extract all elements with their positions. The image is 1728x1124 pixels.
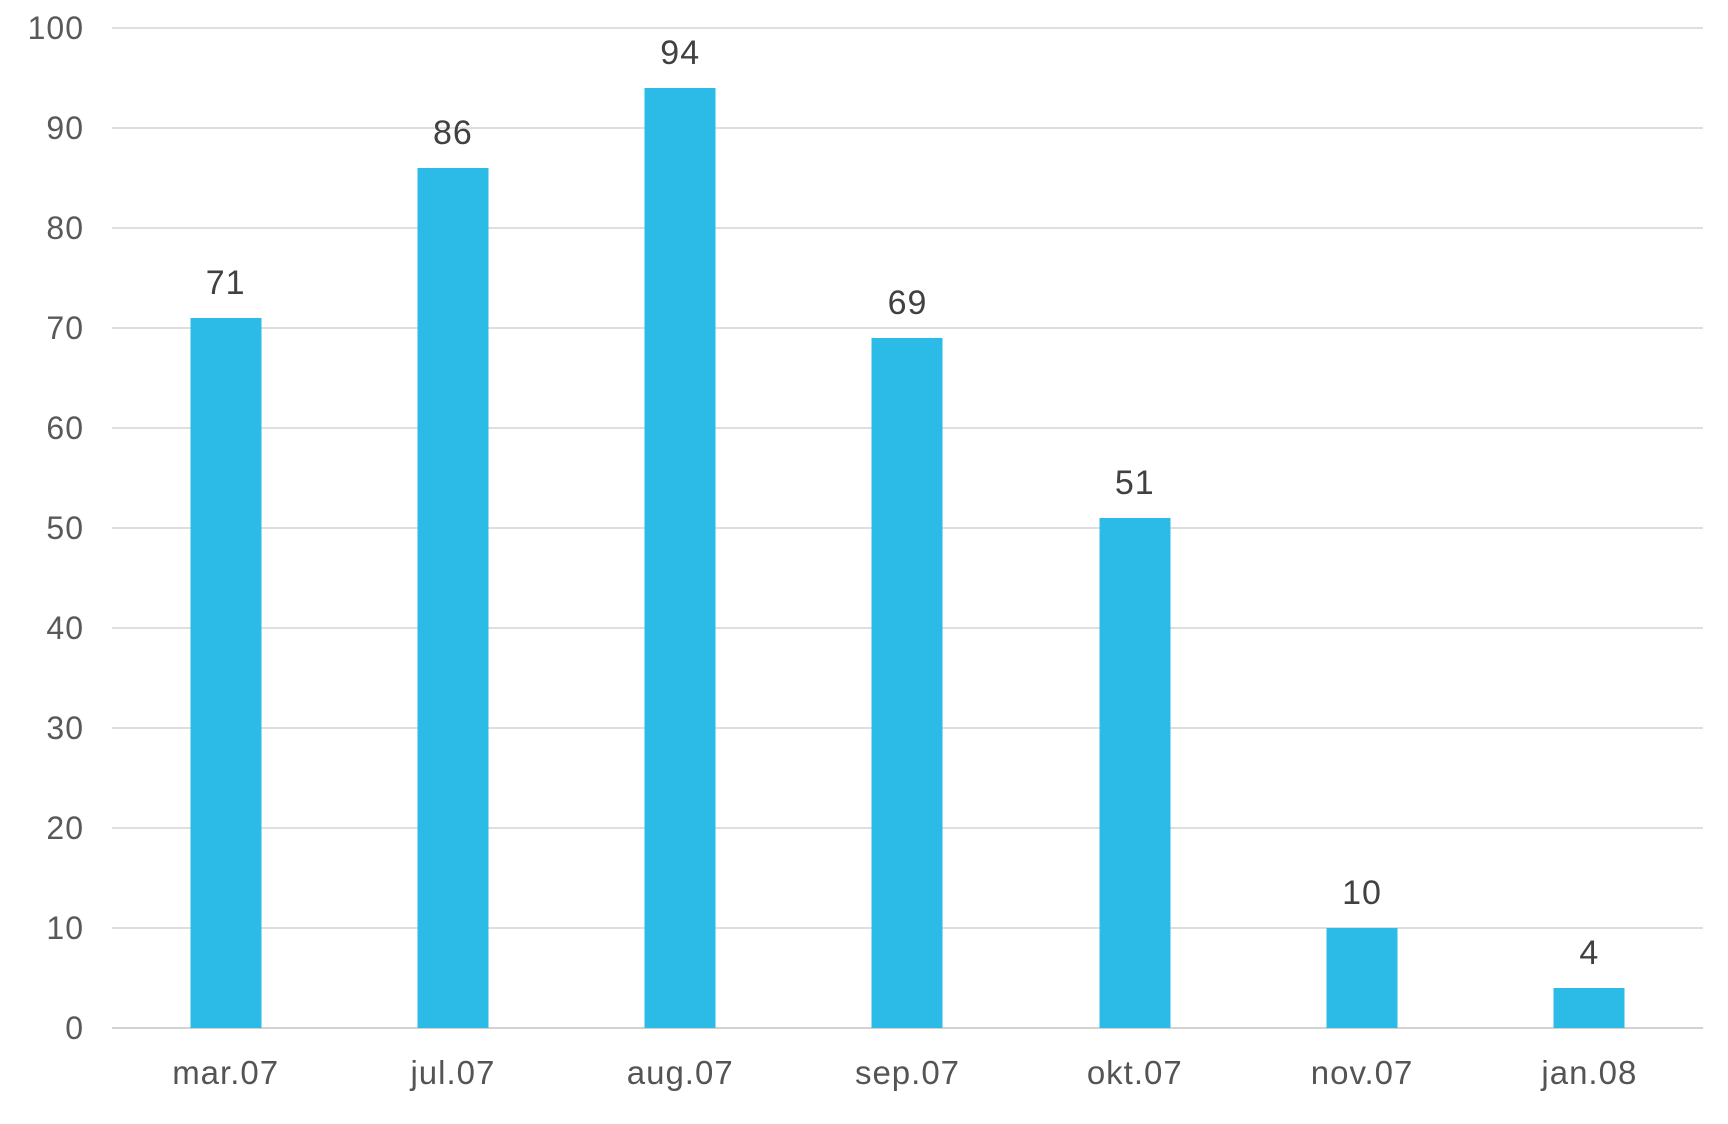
bar-slot: 94 <box>567 28 794 1028</box>
x-axis-category-label: jul.07 <box>410 1054 496 1091</box>
bar-mar.07 <box>190 318 262 1028</box>
bar-slot: 71 <box>112 28 339 1028</box>
bar-value-label: 51 <box>1114 464 1155 502</box>
y-axis-tick-label: 50 <box>46 510 84 546</box>
bar-slot: 69 <box>794 28 1021 1028</box>
y-axis-tick-label: 90 <box>46 110 84 146</box>
bar-nov.07 <box>1326 928 1398 1028</box>
y-axis-tick-label: 40 <box>46 610 84 646</box>
x-axis-category-label: aug.07 <box>626 1054 734 1091</box>
y-axis-tick-label: 20 <box>46 810 84 846</box>
bar-value-label: 69 <box>887 284 928 322</box>
gridline <box>112 327 1703 329</box>
x-axis-category-label: okt.07 <box>1086 1054 1183 1091</box>
y-axis-tick-label: 70 <box>46 310 84 346</box>
bar-value-label: 71 <box>205 264 246 302</box>
gridline <box>112 127 1703 129</box>
y-axis-tick-label: 0 <box>65 1010 84 1046</box>
bar-slot: 86 <box>339 28 566 1028</box>
x-axis-category-label: sep.07 <box>854 1054 961 1091</box>
bar-slot: 4 <box>1476 28 1703 1028</box>
plot-area: 71 86 94 69 51 10 4 <box>112 27 1703 1029</box>
bar-jul.07 <box>417 168 489 1028</box>
bar-value-label: 94 <box>660 34 701 72</box>
gridline <box>112 27 1703 29</box>
bar-value-label: 4 <box>1579 934 1600 972</box>
x-axis-category-label: jan.08 <box>1541 1054 1638 1091</box>
y-axis-tick-label: 60 <box>46 410 84 446</box>
bar-value-label: 86 <box>433 114 473 152</box>
y-axis-tick-label: 30 <box>46 710 84 746</box>
x-axis-category-label: mar.07 <box>172 1054 280 1091</box>
y-axis-tick-label: 100 <box>27 10 84 46</box>
bar-sep.07 <box>871 338 943 1028</box>
bar-value-label: 10 <box>1342 874 1382 912</box>
bar-jan.08 <box>1553 988 1625 1028</box>
x-axis-category-label: nov.07 <box>1310 1054 1414 1091</box>
axis-baseline <box>112 1027 1703 1029</box>
gridline <box>112 227 1703 229</box>
bar-slot: 10 <box>1248 28 1475 1028</box>
y-axis-tick-label: 80 <box>46 210 84 246</box>
y-axis-tick-label: 10 <box>46 910 84 946</box>
y-axis: 0 10 20 30 40 50 60 70 80 90 100 <box>0 12 84 1044</box>
bar-okt.07 <box>1099 518 1171 1028</box>
bar-slot: 51 <box>1021 28 1248 1028</box>
x-axis: mar.07 jul.07 aug.07 sep.07 okt.07 nov.07 jan.… <box>112 1028 1703 1124</box>
bar-aug.07 <box>644 88 716 1028</box>
